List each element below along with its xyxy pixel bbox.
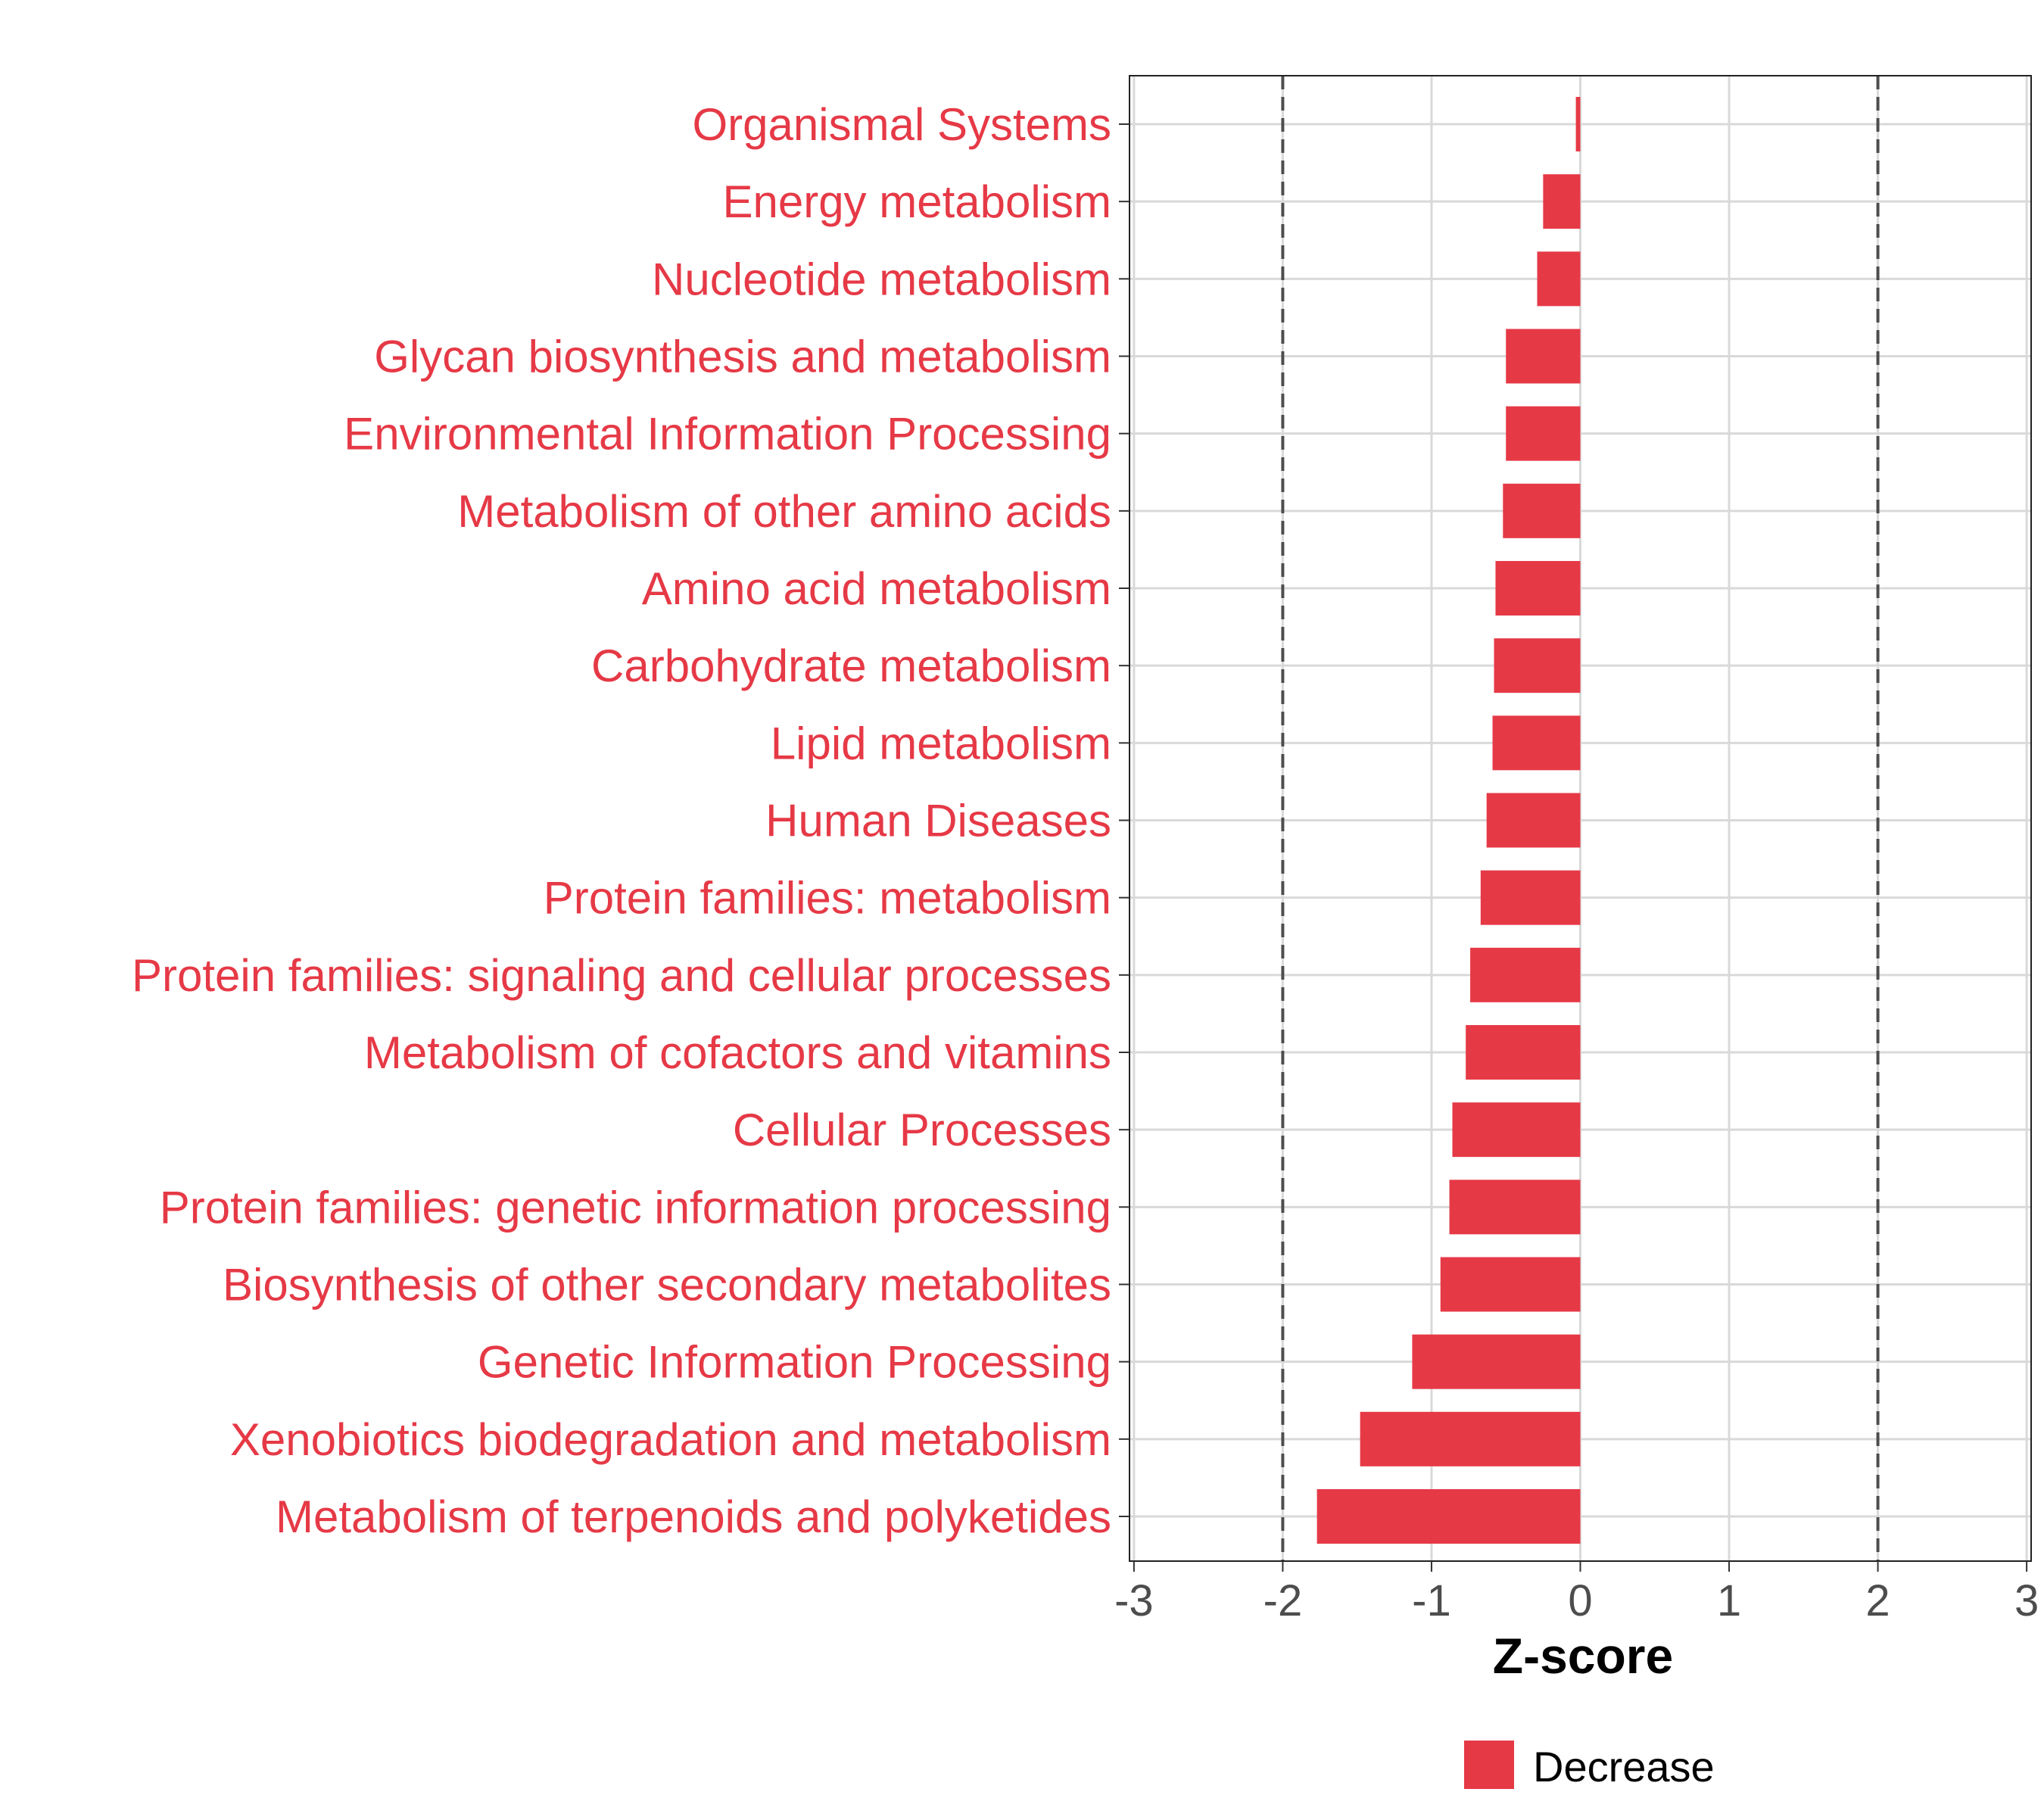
category-label: Protein families: genetic information pr…	[160, 1182, 1111, 1233]
category-label: Nucleotide metabolism	[652, 254, 1111, 304]
bar	[1452, 1102, 1581, 1158]
category-label: Carbohydrate metabolism	[591, 640, 1111, 691]
category-label: Xenobiotics biodegradation and metabolis…	[230, 1414, 1111, 1465]
category-label: Metabolism of other amino acids	[457, 486, 1111, 537]
bar	[1494, 638, 1581, 693]
legend-swatch-decrease	[1464, 1741, 1514, 1789]
legend-label-decrease: Decrease	[1533, 1743, 1715, 1791]
bar	[1503, 483, 1581, 538]
bar	[1440, 1257, 1581, 1312]
category-label: Organismal Systems	[693, 99, 1111, 150]
bars	[1316, 97, 1581, 1544]
category-label: Protein families: signaling and cellular…	[132, 950, 1111, 1001]
x-tick-label: -3	[1114, 1576, 1154, 1625]
bar	[1543, 174, 1581, 229]
x-tick-label: -2	[1263, 1576, 1303, 1625]
legend: Decrease	[1464, 1741, 1715, 1791]
category-label: Human Diseases	[765, 796, 1111, 846]
bar	[1316, 1489, 1581, 1544]
bar	[1506, 329, 1581, 384]
category-label: Genetic Information Processing	[478, 1337, 1111, 1388]
category-label: Amino acid metabolism	[642, 563, 1111, 614]
bar	[1492, 715, 1581, 771]
x-axis-ticks: -3 -2 -1 0 1 2 3	[1114, 1561, 2039, 1625]
category-label: Biosynthesis of other secondary metaboli…	[223, 1260, 1111, 1311]
bar	[1360, 1411, 1581, 1466]
category-label: Lipid metabolism	[771, 718, 1111, 768]
bar	[1470, 947, 1581, 1002]
reference-lines	[1281, 76, 1880, 1561]
x-tick-label: -1	[1412, 1576, 1451, 1625]
bar	[1466, 1025, 1581, 1080]
x-tick-label: 3	[2014, 1576, 2039, 1625]
category-label: Metabolism of terpenoids and polyketides	[276, 1491, 1111, 1542]
category-label: Glycan biosynthesis and metabolism	[374, 332, 1111, 382]
x-tick-label: 1	[1717, 1576, 1741, 1625]
category-labels: Organismal Systems Energy metabolism Nucle…	[132, 99, 1129, 1542]
x-axis-title: Z-score	[1493, 1628, 1673, 1684]
x-tick-label: 2	[1865, 1576, 1890, 1625]
bar	[1495, 561, 1581, 616]
category-label: Environmental Information Processing	[344, 409, 1111, 460]
bar	[1575, 97, 1581, 151]
bar	[1449, 1180, 1581, 1235]
category-label: Energy metabolism	[722, 176, 1111, 227]
category-label: Protein families: metabolism	[544, 873, 1111, 924]
bar	[1486, 793, 1581, 848]
category-label: Metabolism of cofactors and vitamins	[364, 1027, 1111, 1078]
bar	[1480, 870, 1581, 925]
bar	[1412, 1334, 1581, 1389]
category-label: Cellular Processes	[733, 1105, 1111, 1155]
bar	[1537, 251, 1581, 307]
bar	[1506, 406, 1581, 461]
x-tick-label: 0	[1568, 1576, 1592, 1625]
